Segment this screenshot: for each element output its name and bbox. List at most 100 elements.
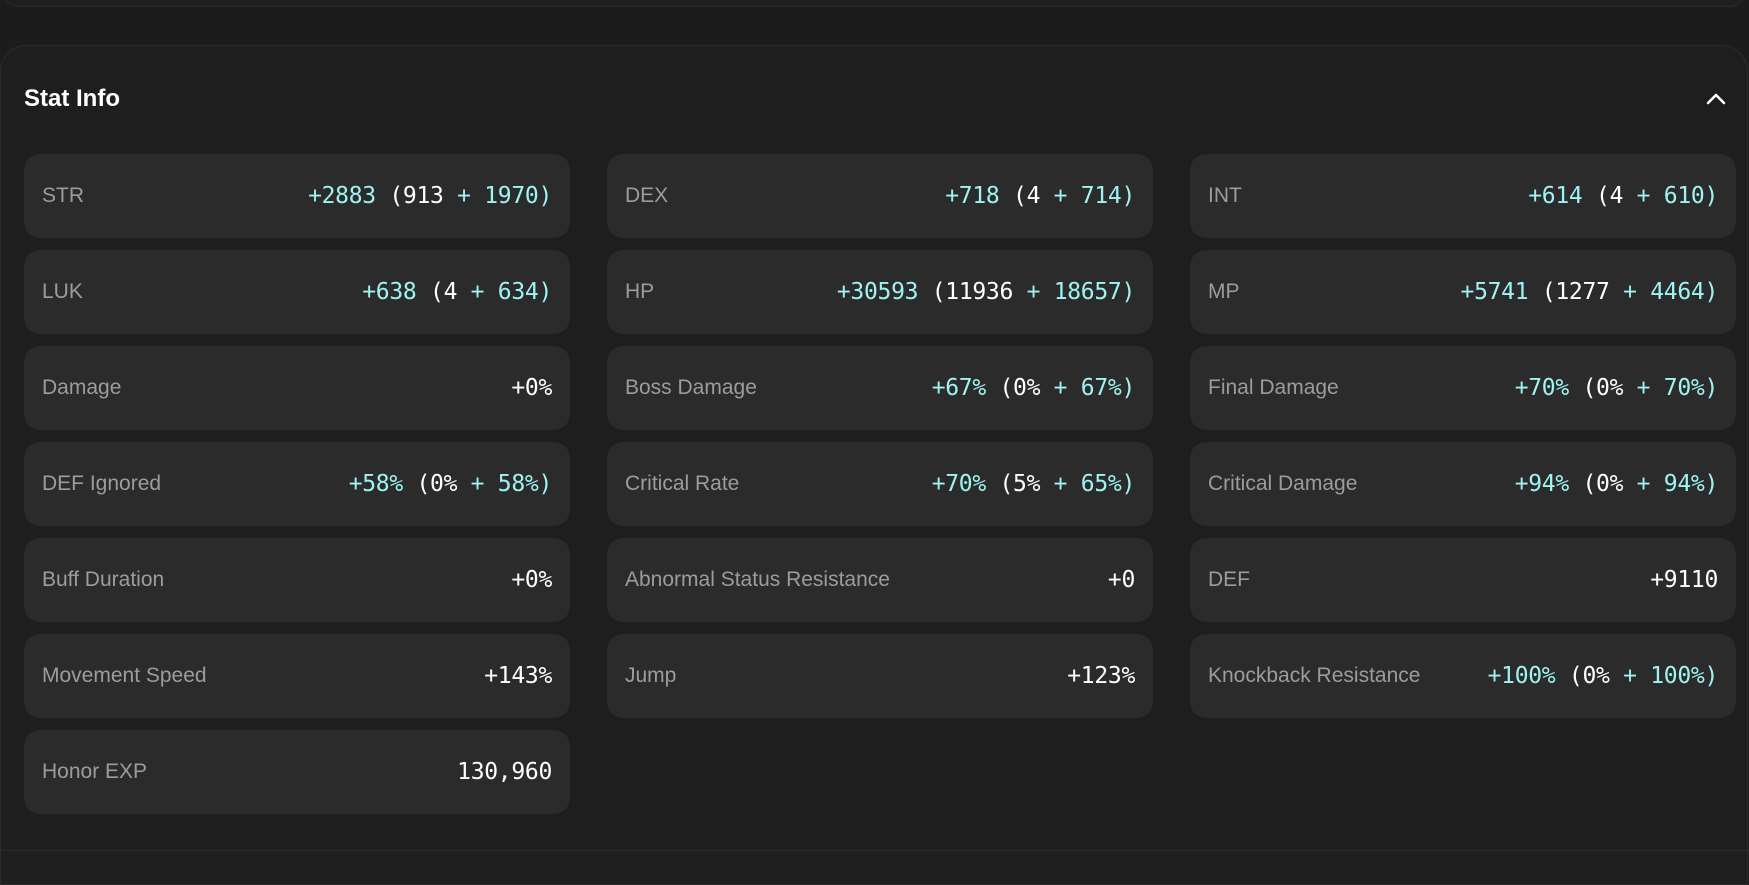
base-part: 0% <box>430 471 458 497</box>
value-punctuation: + <box>457 471 498 497</box>
stat-label: MP <box>1208 280 1240 303</box>
value-punctuation: ( <box>985 375 1014 401</box>
stat-card-honor-exp: Honor EXP 130,960 <box>24 730 570 814</box>
bonus-part: 100% <box>1650 663 1705 689</box>
bonus-part: 70% <box>1663 375 1705 401</box>
value-punctuation: ( <box>918 279 946 305</box>
value-punctuation: + <box>1623 375 1664 401</box>
stat-label: LUK <box>42 280 83 303</box>
stat-value: +0 <box>1107 567 1135 593</box>
divider <box>0 850 1749 851</box>
total-part: +67% <box>931 375 987 401</box>
stat-label: Critical Damage <box>1208 472 1358 495</box>
base-part: 5% <box>1013 471 1041 497</box>
total-part: +718 <box>945 183 1000 209</box>
value-punctuation: + <box>1609 279 1651 305</box>
value-punctuation: ( <box>999 183 1027 209</box>
stat-card-critical-damage: Critical Damage +94% (0% + 94%) <box>1190 442 1736 526</box>
base-part: 0% <box>1582 663 1610 689</box>
stat-value: +0% <box>511 567 552 593</box>
value-punctuation: ( <box>402 471 431 497</box>
value-punctuation: ( <box>1582 183 1610 209</box>
bonus-part: 610 <box>1663 183 1705 209</box>
stat-label: Jump <box>625 664 677 687</box>
stat-value: +9110 <box>1650 567 1718 593</box>
bonus-part: 4464 <box>1650 279 1705 305</box>
stat-value: +5741 (1277 + 4464) <box>1460 279 1719 305</box>
stat-card-final-damage: Final Damage +70% (0% + 70%) <box>1190 346 1736 430</box>
base-part: 0% <box>1013 375 1041 401</box>
stat-label: Movement Speed <box>42 664 207 687</box>
base-part: 1277 <box>1555 279 1610 305</box>
stat-value: +70% (0% + 70%) <box>1515 375 1719 401</box>
total-part: +30593 <box>836 279 919 305</box>
stat-value: +58% (0% + 58%) <box>348 471 553 497</box>
stat-card-knockback-resistance: Knockback Resistance +100% (0% + 100%) <box>1190 634 1736 718</box>
total-part: +5741 <box>1460 279 1529 305</box>
stat-label: Honor EXP <box>42 760 148 783</box>
panel-title: Stat Info <box>24 85 120 112</box>
stat-label: INT <box>1208 184 1242 207</box>
stat-card-int: INT +614 (4 + 610) <box>1190 154 1736 238</box>
stat-label: DEX <box>625 184 669 207</box>
stat-label: Abnormal Status Resistance <box>625 568 890 591</box>
value-punctuation: ) <box>1121 375 1135 401</box>
stat-card-dex: DEX +718 (4 + 714) <box>607 154 1153 238</box>
total-part: +94% <box>1514 471 1570 497</box>
value-punctuation: + <box>1013 279 1054 305</box>
stat-value: +143% <box>484 663 552 689</box>
stat-label: Damage <box>42 376 122 399</box>
stat-label: Boss Damage <box>625 376 757 399</box>
stat-label: Buff Duration <box>42 568 165 591</box>
stat-value: +123% <box>1067 663 1135 689</box>
stat-value: +70% (5% + 65%) <box>932 471 1136 497</box>
stat-value: +67% (0% + 67%) <box>931 375 1136 401</box>
value-punctuation: ) <box>1121 279 1135 305</box>
stat-card-luk: LUK +638 (4 + 634) <box>24 250 570 334</box>
bonus-part: 1970 <box>484 183 539 209</box>
value-punctuation: + <box>1040 471 1081 497</box>
value-punctuation: ( <box>1568 375 1597 401</box>
base-part: 4 <box>1026 183 1041 209</box>
value-punctuation: ) <box>1704 183 1718 209</box>
total-part: +2883 <box>308 183 376 209</box>
stat-value: +100% (0% + 100%) <box>1488 663 1719 689</box>
value-punctuation: + <box>443 183 485 209</box>
chevron-up-icon <box>1706 93 1726 105</box>
value-punctuation: ) <box>538 471 552 497</box>
bonus-part: 634 <box>497 279 539 305</box>
bonus-part: 714 <box>1080 183 1122 209</box>
collapse-button[interactable] <box>1701 84 1731 114</box>
value-punctuation: ) <box>538 279 552 305</box>
bonus-part: 18657 <box>1053 279 1122 305</box>
base-part: 4 <box>443 279 458 305</box>
stat-card-damage: Damage +0% <box>24 346 570 430</box>
total-part: +58% <box>348 471 404 497</box>
base-part: 0% <box>1596 375 1624 401</box>
stat-grid: STR +2883 (913 + 1970) DEX +718 (4 + 714) IN… <box>24 154 1738 814</box>
value-punctuation: ( <box>1568 471 1597 497</box>
total-part: +614 <box>1528 183 1583 209</box>
bonus-part: 94% <box>1663 471 1705 497</box>
stat-value: +2883 (913 + 1970) <box>308 183 552 209</box>
stat-card-critical-rate: Critical Rate +70% (5% + 65%) <box>607 442 1153 526</box>
stat-card-def-ignored: DEF Ignored +58% (0% + 58%) <box>24 442 570 526</box>
stat-card-movement-speed: Movement Speed +143% <box>24 634 570 718</box>
stat-value: +94% (0% + 94%) <box>1514 471 1719 497</box>
value-punctuation: ) <box>1704 375 1718 401</box>
bonus-part: 65% <box>1080 471 1122 497</box>
value-punctuation: + <box>1040 183 1081 209</box>
value-punctuation: ) <box>538 183 552 209</box>
stat-label: HP <box>625 280 655 303</box>
stat-card-mp: MP +5741 (1277 + 4464) <box>1190 250 1736 334</box>
value-punctuation: ) <box>1704 279 1718 305</box>
stat-value: +718 (4 + 714) <box>945 183 1135 209</box>
stat-label: DEF <box>1208 568 1250 591</box>
base-part: 0% <box>1596 471 1624 497</box>
stat-value: +614 (4 + 610) <box>1528 183 1718 209</box>
stat-card-str: STR +2883 (913 + 1970) <box>24 154 570 238</box>
value-punctuation: ( <box>1528 279 1556 305</box>
base-part: 913 <box>402 183 444 209</box>
stat-info-header: Stat Info <box>24 84 1726 114</box>
value-punctuation: ) <box>1704 663 1718 689</box>
